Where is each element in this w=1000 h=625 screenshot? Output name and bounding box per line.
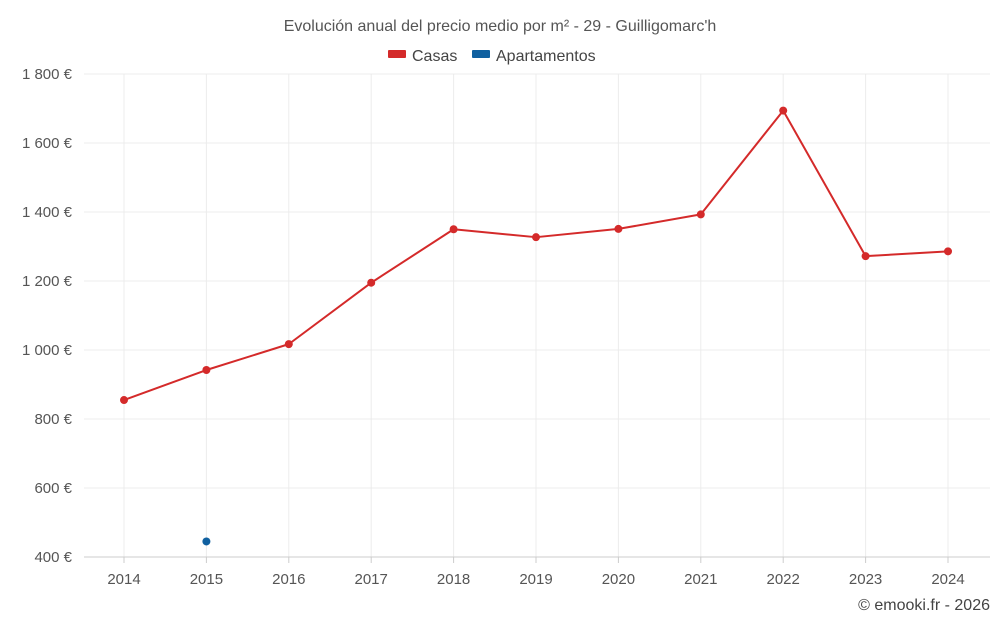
x-axis-tick-labels: 2014 2015 2016 2017 2018 2019 2020 2021 2022 2023…: [107, 571, 964, 588]
x-tick-label: 2015: [190, 571, 223, 588]
data-point-casas[interactable]: [779, 106, 788, 115]
y-tick-label: 1 600 €: [22, 135, 73, 152]
x-tick-label: 2022: [767, 571, 800, 588]
y-tick-label: 1 200 €: [22, 273, 73, 290]
credit-text: © emooki.fr - 2026: [858, 597, 990, 614]
data-point-casas[interactable]: [532, 233, 540, 242]
series: [120, 106, 952, 546]
legend-swatch-casas: [388, 50, 406, 58]
x-tick-label: 2023: [849, 571, 882, 588]
x-tick-label: 2019: [519, 571, 552, 588]
data-point-casas[interactable]: [449, 225, 458, 234]
data-point-casas[interactable]: [284, 340, 293, 349]
axes: [84, 556, 990, 563]
y-tick-label: 1 000 €: [22, 342, 73, 359]
data-point-casas[interactable]: [944, 247, 952, 256]
data-point-casas[interactable]: [861, 252, 870, 261]
data-point-casas[interactable]: [120, 396, 128, 405]
x-tick-label: 2024: [931, 571, 964, 588]
x-tick-label: 2018: [437, 571, 470, 588]
legend-item-casas[interactable]: Casas: [388, 48, 457, 65]
x-tick-label: 2020: [602, 571, 635, 588]
legend-swatch-apartamentos: [472, 50, 490, 58]
data-point-casas[interactable]: [367, 278, 376, 287]
grid-lines: [84, 73, 990, 557]
legend-item-apartamentos[interactable]: Apartamentos: [472, 48, 596, 65]
y-tick-label: 600 €: [34, 480, 72, 497]
x-tick-label: 2021: [684, 571, 717, 588]
y-tick-label: 1 400 €: [22, 204, 73, 221]
x-tick-label: 2014: [107, 571, 140, 588]
data-point-casas[interactable]: [614, 224, 623, 233]
legend-label-apartamentos: Apartamentos: [496, 48, 596, 65]
y-tick-label: 400 €: [34, 549, 72, 566]
data-point-apartamentos[interactable]: [202, 537, 211, 546]
y-axis-tick-labels: 400 € 600 € 800 € 1 000 € 1 200 € 1 400 € 1 60…: [22, 66, 73, 566]
x-tick-label: 2017: [355, 571, 388, 588]
x-tick-label: 2016: [272, 571, 305, 588]
legend-label-casas: Casas: [412, 48, 457, 65]
y-tick-label: 1 800 €: [22, 66, 73, 83]
data-point-casas[interactable]: [202, 366, 211, 375]
y-tick-label: 800 €: [34, 411, 72, 428]
data-point-casas[interactable]: [696, 210, 705, 219]
chart-title: Evolución anual del precio medio por m² …: [284, 18, 717, 35]
legend: Casas Apartamentos: [388, 48, 596, 65]
